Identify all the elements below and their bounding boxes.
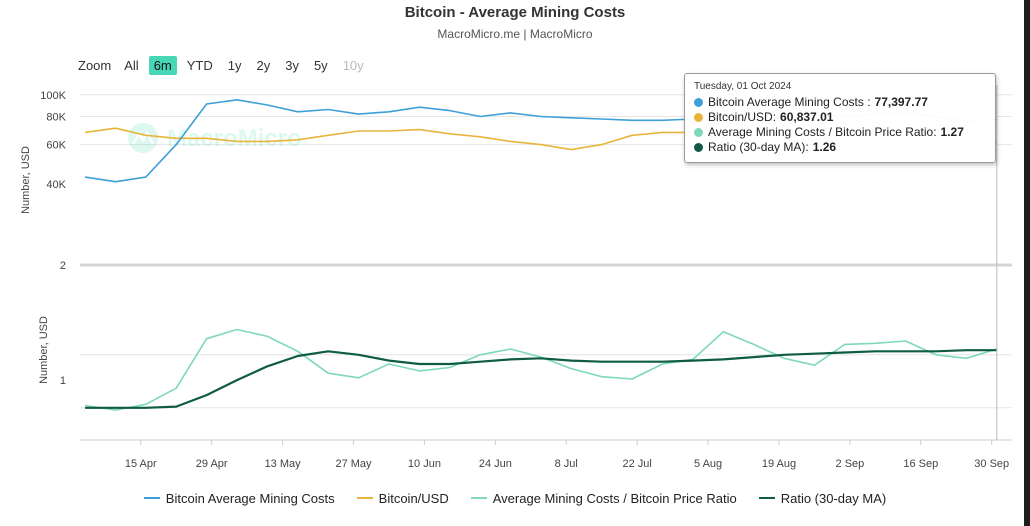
range-button-3y[interactable]: 3y: [285, 57, 299, 73]
tooltip-value: 60,837.01: [780, 110, 834, 124]
ratio-line: [84, 328, 998, 411]
legend-label: Bitcoin/USD: [378, 490, 449, 506]
x-tick-label: 22 Jul: [622, 458, 651, 470]
range-button-6m[interactable]: 6m: [148, 55, 177, 75]
tooltip-value: 1.27: [940, 125, 964, 139]
legend-item-btc-usd[interactable]: Bitcoin/USD: [356, 490, 449, 506]
x-tick-label: 30 Sep: [974, 458, 1009, 470]
window-edge: [1024, 0, 1030, 526]
x-tick-label: 19 Aug: [762, 458, 796, 470]
x-tick-label: 24 Jun: [479, 458, 512, 470]
tooltip-date: Tuesday, 01 Oct 2024: [694, 81, 792, 92]
tooltip-label: Bitcoin Average Mining Costs :: [708, 95, 871, 109]
x-tick-label: 8 Jul: [555, 458, 578, 470]
x-tick-label: 29 Apr: [196, 458, 228, 470]
legend-swatch: [470, 497, 487, 499]
x-tick-label: 13 May: [265, 458, 302, 470]
ratio-dot-icon: [694, 128, 703, 137]
tooltip-label: Ratio (30-day MA):: [708, 140, 809, 154]
y-tick-label: 2: [60, 260, 66, 272]
tooltip-value: 1.26: [812, 140, 837, 154]
tooltip-label: Bitcoin/USD:: [708, 110, 777, 124]
data-tooltip: Tuesday, 01 Oct 2024 Bitcoin Average Min…: [684, 73, 996, 163]
y-tick-label: 1: [60, 375, 66, 387]
tooltip-value: 77,397.77: [874, 95, 928, 109]
watermark: MacroMicro: [128, 123, 302, 153]
range-button-ytd[interactable]: YTD: [186, 57, 213, 73]
x-tick-label: 2 Sep: [836, 458, 865, 470]
legend-label: Ratio (30-day MA): [780, 490, 887, 506]
legend-swatch: [758, 497, 775, 499]
range-selector: Zoom All 6m YTD 1y 2y 3y 5y 10y: [78, 54, 374, 76]
zoom-label: Zoom: [78, 57, 112, 73]
chart-title: Bitcoin - Average Mining Costs: [404, 4, 626, 21]
y-tick-label: 100K: [40, 90, 66, 102]
range-button-all[interactable]: All: [124, 57, 139, 73]
ratio-ma-dot-icon: [694, 143, 703, 152]
y-tick-label: 40K: [46, 179, 66, 191]
y-axis-label: Number, USD: [38, 316, 50, 384]
tooltip-row-ratio-ma: Ratio (30-day MA): 1.26: [694, 140, 995, 155]
y-axis-label: Number, USD: [20, 146, 32, 214]
legend-item-ratio[interactable]: Average Mining Costs / Bitcoin Price Rat…: [470, 490, 737, 506]
tooltip-row-btc-usd: Bitcoin/USD: 60,837.01: [694, 110, 995, 125]
x-tick-label: 16 Sep: [903, 458, 938, 470]
range-button-10y[interactable]: 10y: [342, 57, 364, 73]
ratio-ma-line: [85, 349, 997, 409]
x-tick-label: 5 Aug: [694, 458, 722, 470]
chart-subtitle[interactable]: MacroMicro.me | MacroMicro: [437, 27, 593, 41]
range-button-5y[interactable]: 5y: [313, 57, 328, 73]
legend-label: Average Mining Costs / Bitcoin Price Rat…: [492, 490, 737, 506]
legend-swatch: [143, 497, 160, 499]
tooltip-row-ratio: Average Mining Costs / Bitcoin Price Rat…: [694, 125, 995, 140]
y-tick-label: 80K: [46, 112, 66, 124]
chart-legend: Bitcoin Average Mining Costs Bitcoin/USD…: [0, 488, 1030, 508]
legend-label: Bitcoin Average Mining Costs: [165, 490, 335, 506]
btc-usd-dot-icon: [694, 113, 703, 122]
mining-cost-dot-icon: [694, 98, 703, 107]
tooltip-row-mining-cost: Bitcoin Average Mining Costs : 77,397.77: [694, 95, 995, 110]
y-tick-label: 60K: [46, 140, 66, 152]
range-button-1y[interactable]: 1y: [227, 57, 242, 73]
range-button-2y[interactable]: 2y: [256, 57, 271, 73]
x-tick-label: 15 Apr: [125, 458, 157, 470]
x-tick-label: 10 Jun: [408, 458, 441, 470]
tooltip-label: Average Mining Costs / Bitcoin Price Rat…: [708, 125, 937, 139]
legend-item-mining-cost[interactable]: Bitcoin Average Mining Costs: [143, 490, 335, 506]
legend-swatch: [356, 497, 373, 499]
x-tick-label: 27 May: [335, 458, 372, 470]
legend-item-ratio-ma[interactable]: Ratio (30-day MA): [758, 490, 887, 506]
